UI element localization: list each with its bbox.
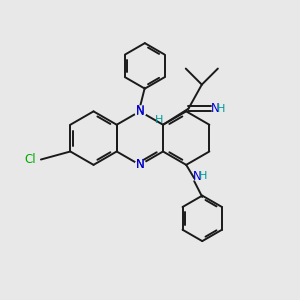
- Text: N: N: [136, 158, 144, 171]
- Text: Cl: Cl: [24, 153, 36, 166]
- Text: N: N: [193, 170, 202, 183]
- Text: N: N: [136, 158, 144, 171]
- Text: N: N: [136, 104, 144, 117]
- Text: H: H: [199, 171, 207, 181]
- Text: N: N: [211, 102, 220, 115]
- Text: N: N: [136, 105, 144, 118]
- Text: H: H: [155, 115, 163, 125]
- Text: H: H: [217, 104, 225, 114]
